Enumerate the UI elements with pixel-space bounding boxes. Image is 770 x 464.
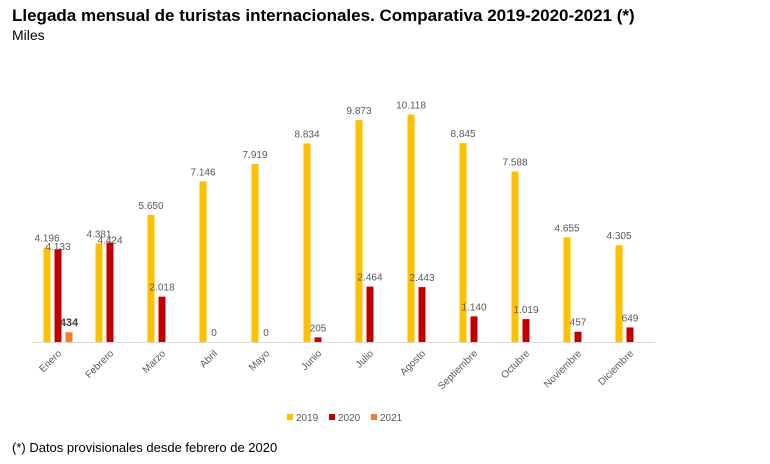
x-tick-label-marzo: Marzo <box>141 348 169 376</box>
bar-2019-agosto <box>407 114 415 342</box>
bar-2019-diciembre <box>615 245 623 342</box>
data-label-2019-diciembre: 4.305 <box>606 231 631 242</box>
bar-2019-noviembre <box>563 237 571 342</box>
bar-2020-septiembre <box>470 316 478 342</box>
data-label-2019-febrero: 4.381 <box>86 230 111 241</box>
data-label-2020-julio: 2.464 <box>357 273 382 284</box>
legend-swatch-2019 <box>287 414 293 420</box>
data-label-2019-agosto: 10.118 <box>396 101 426 112</box>
data-label-2019-mayo: 7.919 <box>242 150 267 161</box>
legend-swatch-2021 <box>371 414 377 420</box>
data-label-2019-julio: 9.873 <box>346 106 371 117</box>
x-tick-label-enero: Enero <box>37 348 64 375</box>
x-tick-label-abril: Abril <box>198 348 220 370</box>
bar-2020-diciembre <box>626 327 634 342</box>
x-tick-label-noviembre: Noviembre <box>542 348 584 390</box>
x-tick-label-diciembre: Diciembre <box>597 348 637 388</box>
bar-2020-junio <box>314 337 322 342</box>
legend-swatch-2020 <box>329 414 335 420</box>
data-label-2020-abril: 0 <box>211 328 217 339</box>
data-label-2020-septiembre: 1.140 <box>461 302 486 313</box>
bar-2020-enero <box>54 249 62 342</box>
bar-2020-febrero <box>106 242 114 342</box>
bar-2020-julio <box>366 286 374 342</box>
bar-2019-abril <box>199 181 207 342</box>
bar-2019-junio <box>303 143 311 342</box>
bar-2019-marzo <box>147 215 155 342</box>
data-label-2019-junio: 8.834 <box>294 129 319 140</box>
x-tick-label-septiembre: Septiembre <box>436 348 480 392</box>
bar-2020-marzo <box>158 296 166 342</box>
data-label-2020-febrero: 4.424 <box>97 236 122 247</box>
bar-chart: 4.196 4.381 5.650 7.146 7.919 8.834 9.873 10.11… <box>32 101 655 424</box>
data-label-2019-enero: 4.196 <box>34 234 59 245</box>
x-tick-label-febrero: Febrero <box>84 348 117 381</box>
data-label-2019-abril: 7.146 <box>190 167 215 178</box>
bar-2019-septiembre <box>459 143 467 342</box>
data-label-2020-agosto: 2.443 <box>409 273 434 284</box>
chart-title: Llegada mensual de turistas internaciona… <box>12 6 635 25</box>
bar-2019-mayo <box>251 164 259 342</box>
data-label-2020-junio: 205 <box>310 323 327 334</box>
data-label-2020-diciembre: 649 <box>622 313 639 324</box>
bar-2019-julio <box>355 120 363 342</box>
data-label-2020-marzo: 2.018 <box>149 283 174 294</box>
data-label-2021-enero: 434 <box>60 317 79 329</box>
x-tick-label-junio: Junio <box>299 348 324 373</box>
legend-label-2021: 2021 <box>380 413 403 424</box>
chart-subtitle: Miles <box>12 27 45 43</box>
x-tick-label-octubre: Octubre <box>499 348 532 381</box>
data-label-2020-enero: 4.133 <box>45 242 70 253</box>
bar-2020-noviembre <box>574 331 582 342</box>
x-tick-label-julio: Julio <box>354 348 377 371</box>
x-tick-label-mayo: Mayo <box>247 348 272 373</box>
bar-2019-enero <box>43 247 51 342</box>
data-label-2020-noviembre: 457 <box>570 318 587 329</box>
legend-label-2019: 2019 <box>296 413 319 424</box>
x-tick-label-agosto: Agosto <box>398 348 428 378</box>
bar-2019-octubre <box>511 171 519 342</box>
legend-label-2020: 2020 <box>338 413 361 424</box>
data-label-2019-noviembre: 4.655 <box>554 223 579 234</box>
footnote: (*) Datos provisionales desde febrero de… <box>12 440 278 455</box>
bar-2019-febrero <box>95 243 103 342</box>
bar-2020-agosto <box>418 287 426 342</box>
data-label-2019-septiembre: 8.845 <box>450 129 475 140</box>
data-label-2020-mayo: 0 <box>263 328 269 339</box>
data-label-2020-octubre: 1.019 <box>513 305 538 316</box>
data-label-2019-octubre: 7.588 <box>502 157 527 168</box>
bar-2021-enero <box>65 332 73 342</box>
bar-2020-octubre <box>522 319 530 342</box>
data-label-2019-marzo: 5.650 <box>138 201 163 212</box>
